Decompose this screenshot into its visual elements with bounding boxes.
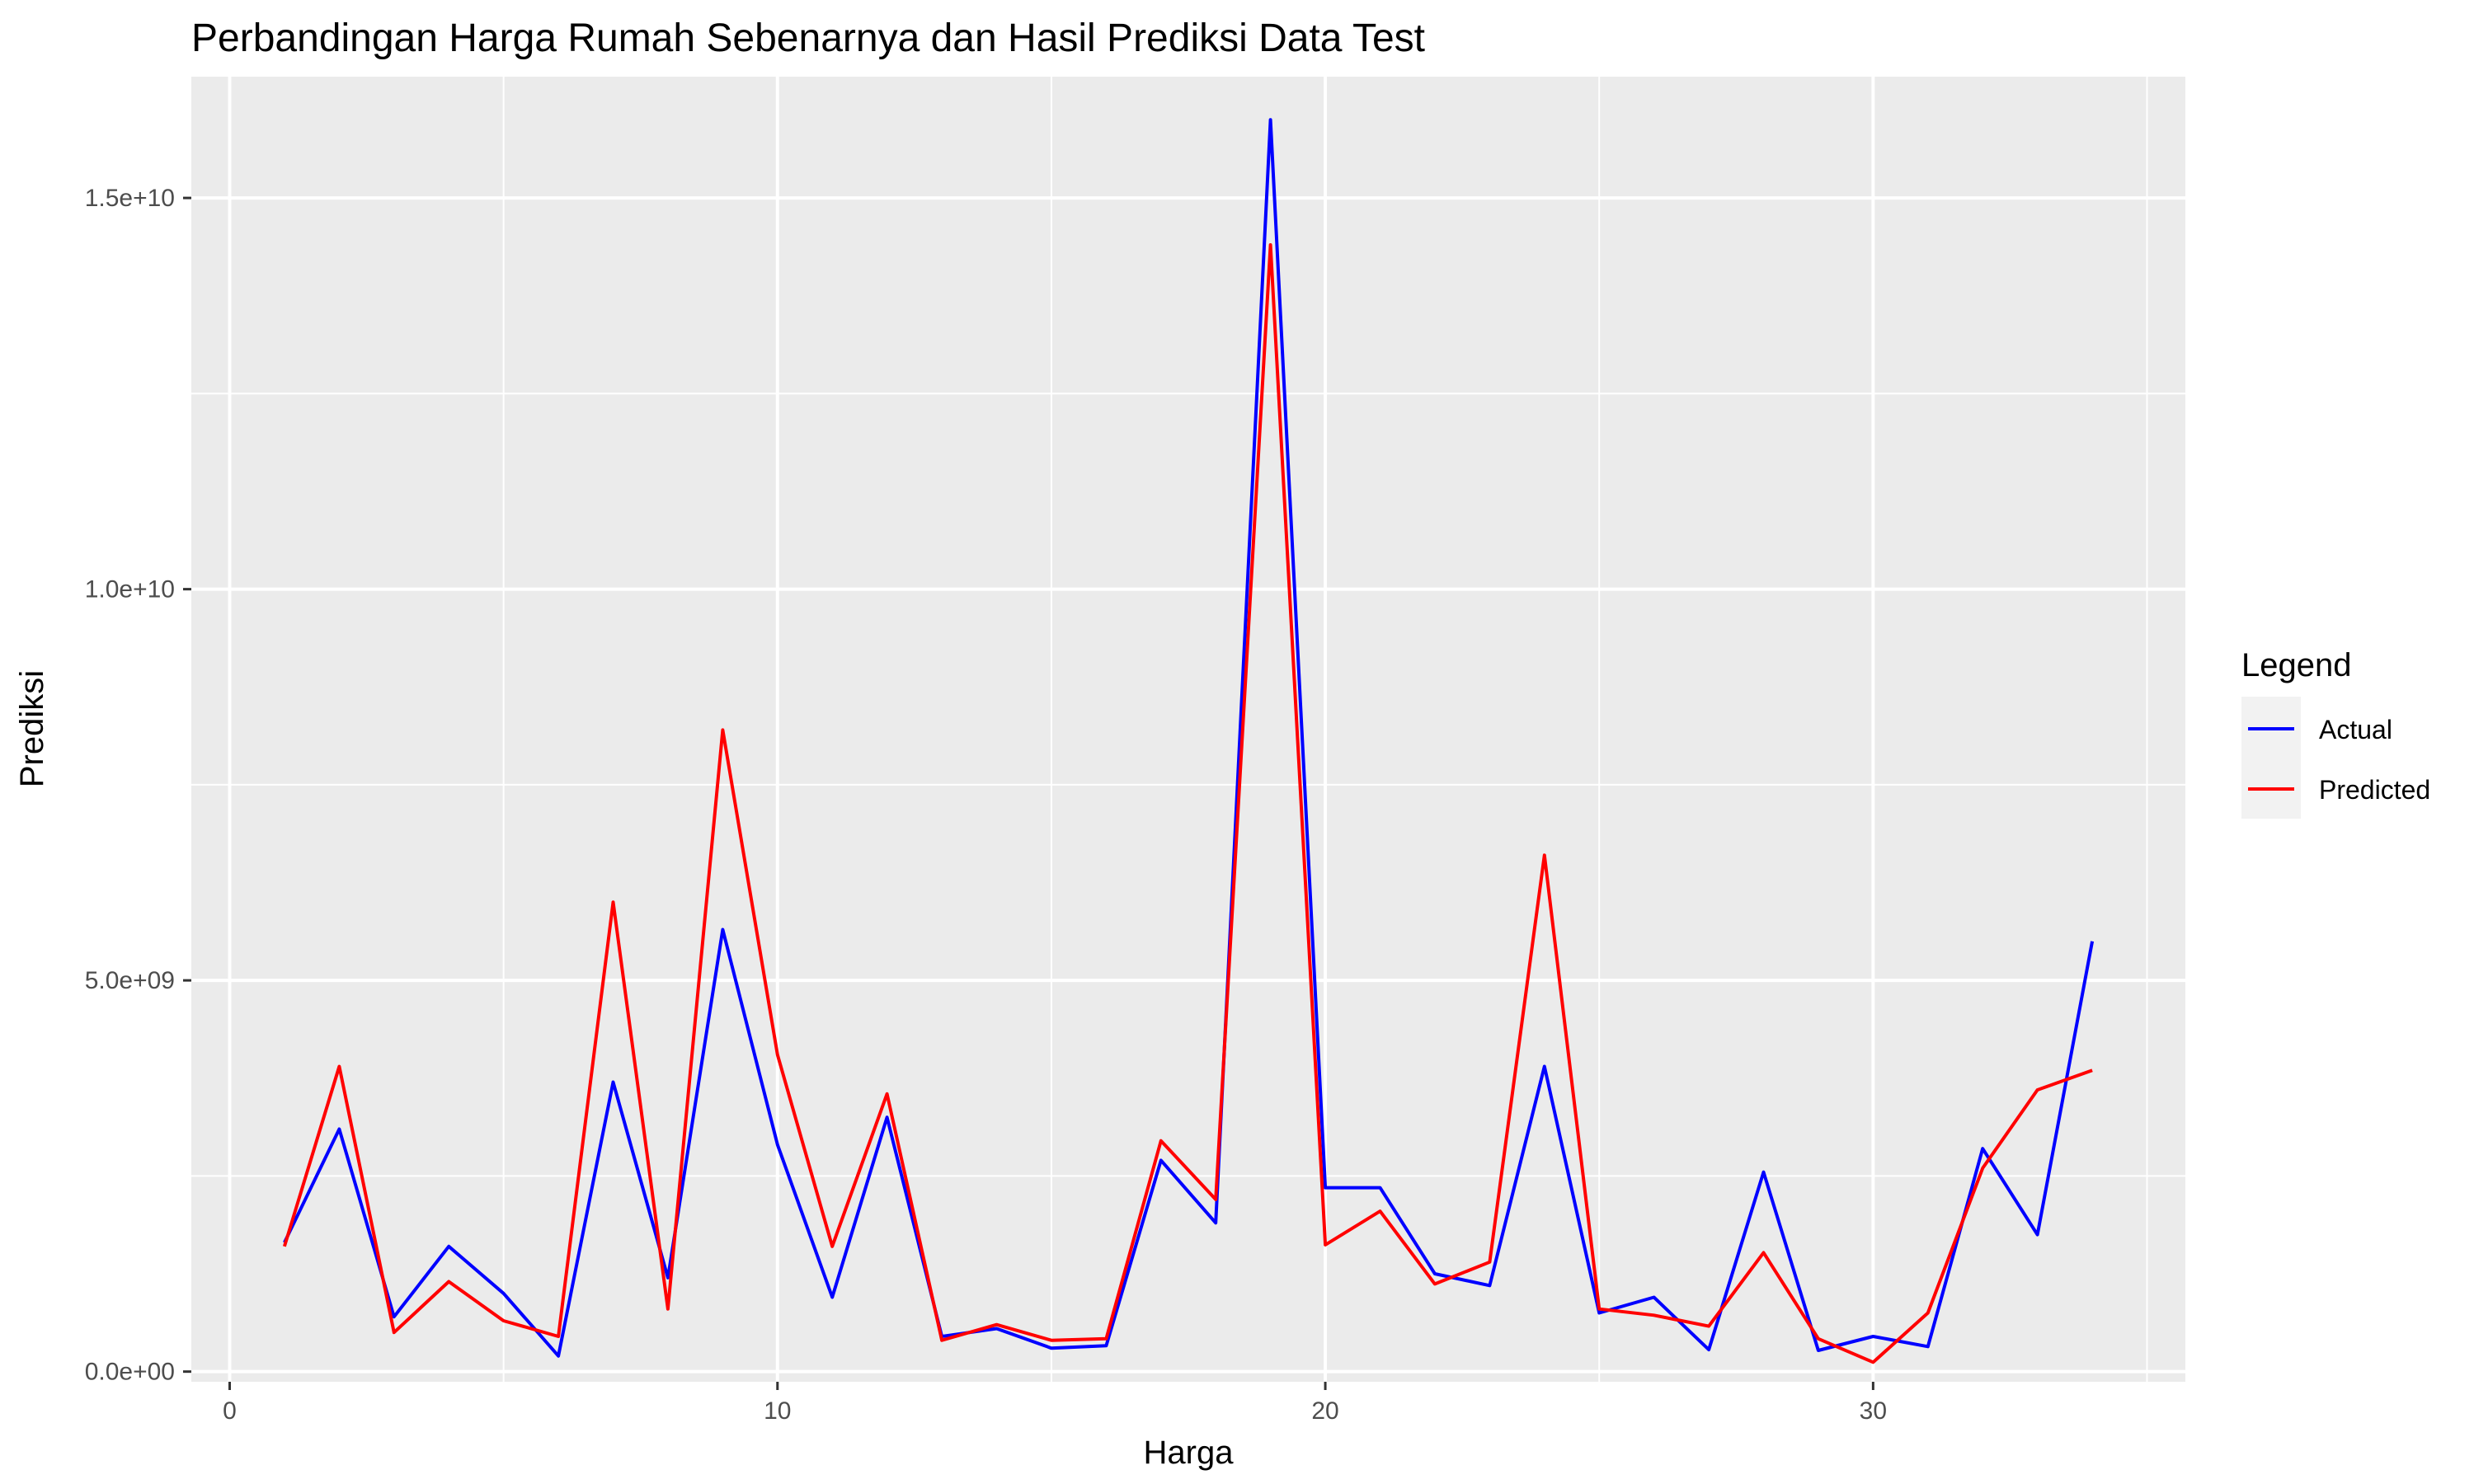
y-tick-label: 0.0e+00 bbox=[85, 1359, 175, 1386]
x-tick-label: 10 bbox=[764, 1397, 791, 1425]
legend-label-predicted: Predicted bbox=[2319, 775, 2430, 805]
legend-key-background bbox=[2241, 697, 2301, 819]
minor-gridlines bbox=[191, 77, 2185, 1382]
legend-title: Legend bbox=[2241, 647, 2351, 683]
y-axis-ticks: 0.0e+00 5.0e+09 1.0e+10 1.5e+10 bbox=[85, 185, 191, 1386]
x-tick-label: 30 bbox=[1860, 1397, 1887, 1425]
series-lines bbox=[282, 118, 2095, 1364]
y-tick-label: 1.0e+10 bbox=[85, 576, 175, 603]
legend-label-actual: Actual bbox=[2319, 715, 2392, 744]
series-line-predicted bbox=[282, 243, 2093, 1364]
x-tick-label: 0 bbox=[223, 1397, 237, 1425]
plot-panel bbox=[191, 77, 2185, 1382]
x-tick-label: 20 bbox=[1311, 1397, 1338, 1425]
x-axis-title: Harga bbox=[1144, 1435, 1235, 1471]
y-tick-label: 5.0e+09 bbox=[85, 967, 175, 994]
series-line-actual bbox=[283, 118, 2095, 1358]
y-axis-title: Prediksi bbox=[14, 670, 50, 787]
legend: Legend Actual Predicted bbox=[2241, 647, 2430, 819]
x-axis-ticks: 0 10 20 30 bbox=[223, 1382, 1887, 1425]
y-tick-label: 1.5e+10 bbox=[85, 185, 175, 212]
chart-title: Perbandingan Harga Rumah Sebenarnya dan … bbox=[191, 16, 1425, 60]
